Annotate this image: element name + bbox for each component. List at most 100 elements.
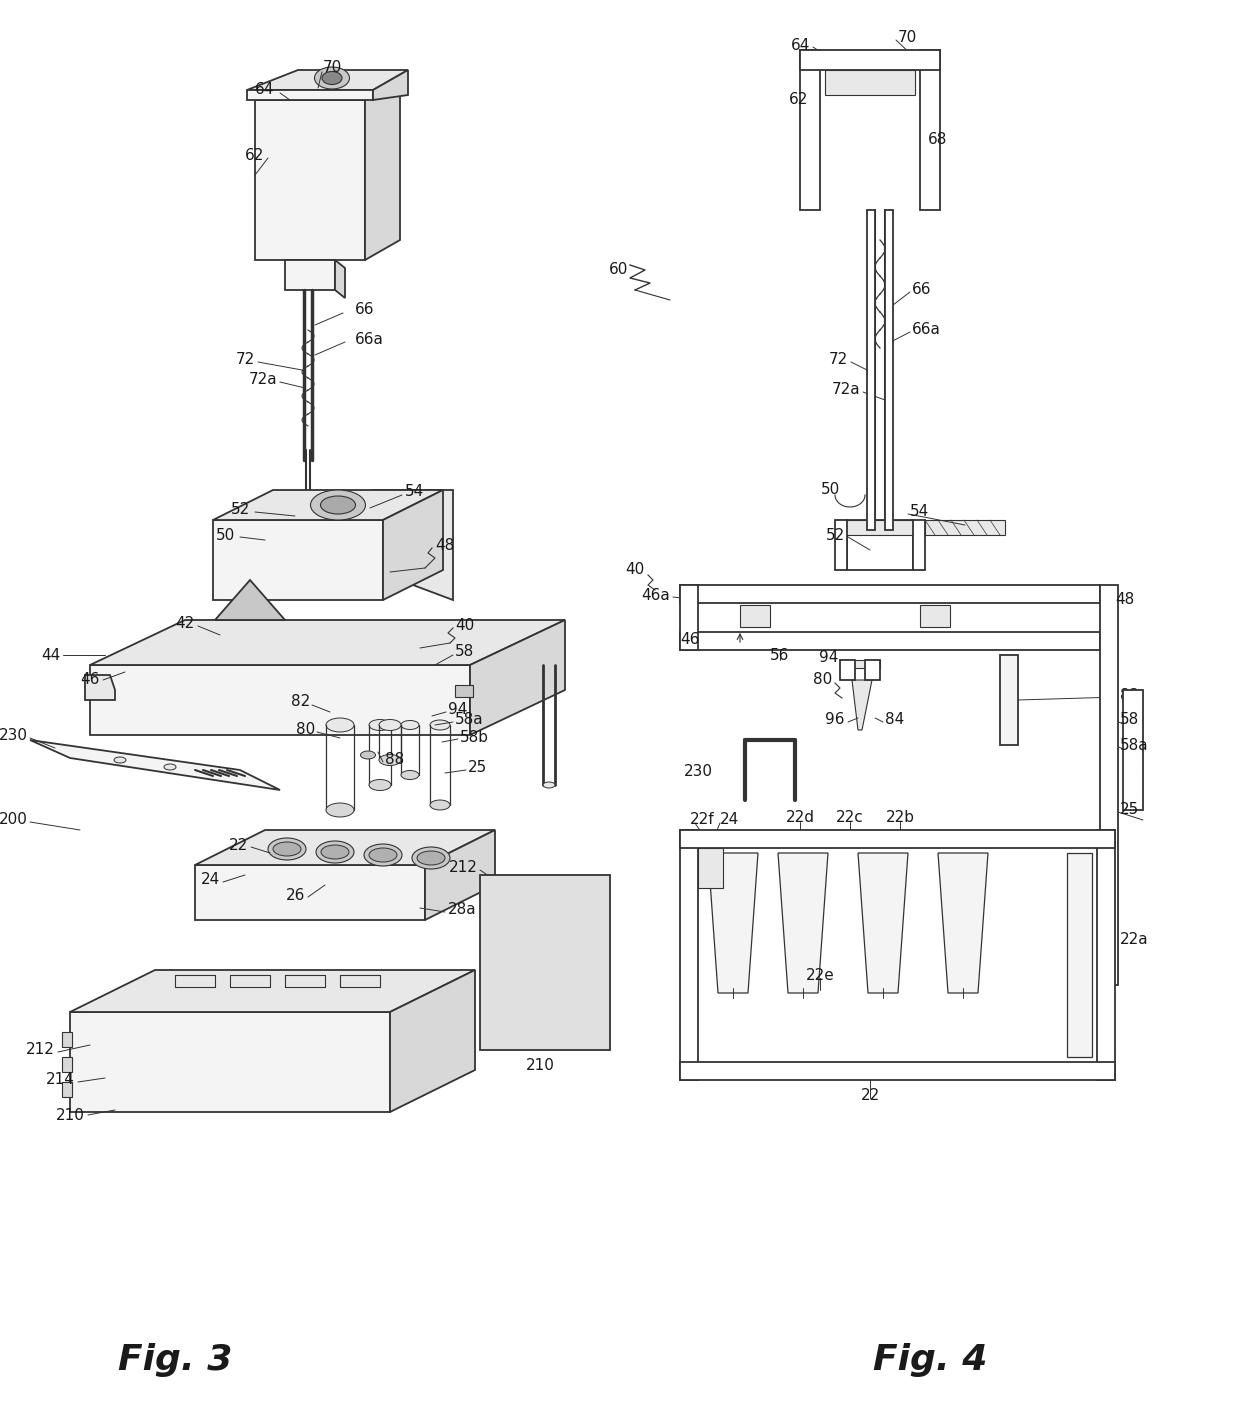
Text: 22f: 22f	[689, 812, 714, 828]
Text: 60: 60	[609, 262, 627, 278]
Text: 58: 58	[455, 644, 474, 660]
Text: 46: 46	[81, 673, 100, 688]
Bar	[698, 847, 1097, 1062]
Ellipse shape	[164, 764, 176, 770]
Text: 50: 50	[821, 482, 839, 498]
Ellipse shape	[320, 496, 356, 515]
Ellipse shape	[379, 754, 401, 766]
Ellipse shape	[310, 491, 366, 520]
Text: 52: 52	[826, 527, 844, 543]
Polygon shape	[86, 675, 115, 699]
Ellipse shape	[316, 840, 353, 863]
Ellipse shape	[401, 721, 419, 729]
Polygon shape	[255, 80, 401, 100]
Bar	[680, 585, 698, 650]
Text: 22c: 22c	[836, 811, 864, 825]
Text: 214: 214	[46, 1073, 74, 1087]
Text: 54: 54	[405, 485, 424, 499]
Bar	[1100, 585, 1118, 986]
Text: 230: 230	[683, 764, 713, 780]
Ellipse shape	[315, 68, 350, 89]
Ellipse shape	[322, 72, 342, 85]
Text: 82: 82	[290, 695, 310, 709]
Polygon shape	[373, 70, 408, 100]
Bar	[835, 520, 847, 570]
Text: 44: 44	[41, 647, 60, 663]
Polygon shape	[247, 90, 373, 100]
Text: 82: 82	[1120, 688, 1140, 702]
Ellipse shape	[430, 799, 450, 809]
Text: 26: 26	[285, 887, 305, 902]
Polygon shape	[213, 520, 383, 601]
Text: 64: 64	[791, 38, 810, 52]
Ellipse shape	[321, 845, 348, 859]
Text: 200: 200	[0, 812, 29, 828]
Text: 66a: 66a	[355, 333, 384, 347]
Text: 58a: 58a	[455, 712, 484, 728]
Ellipse shape	[370, 719, 391, 730]
Text: 230: 230	[0, 728, 29, 743]
Polygon shape	[69, 970, 475, 1012]
Text: 25: 25	[1120, 802, 1140, 818]
Text: 66: 66	[911, 282, 931, 298]
Bar	[680, 632, 1100, 650]
Bar	[680, 1062, 1115, 1080]
Ellipse shape	[365, 845, 402, 866]
Text: 66: 66	[355, 303, 374, 317]
Polygon shape	[195, 864, 425, 919]
Polygon shape	[195, 830, 495, 864]
Bar	[825, 70, 915, 94]
Text: 72a: 72a	[831, 382, 861, 398]
Polygon shape	[858, 853, 908, 993]
Text: 88: 88	[384, 753, 404, 767]
Text: 56: 56	[770, 647, 790, 663]
Text: 96: 96	[826, 712, 844, 728]
Text: 22a: 22a	[1120, 932, 1148, 948]
Text: 72: 72	[236, 352, 255, 368]
Polygon shape	[91, 620, 565, 666]
Ellipse shape	[370, 847, 397, 862]
Text: 58a: 58a	[1120, 737, 1148, 753]
Text: 25: 25	[467, 760, 487, 776]
Bar	[847, 520, 913, 570]
Polygon shape	[69, 1012, 391, 1112]
Polygon shape	[255, 100, 365, 259]
Text: 68: 68	[928, 133, 947, 148]
Text: 210: 210	[526, 1058, 554, 1073]
Ellipse shape	[379, 719, 401, 730]
Bar	[835, 520, 925, 534]
Bar	[839, 660, 856, 680]
Ellipse shape	[543, 783, 556, 788]
Polygon shape	[391, 970, 475, 1112]
Polygon shape	[777, 853, 828, 993]
Text: 80: 80	[812, 673, 832, 688]
Bar	[1123, 689, 1143, 809]
Bar	[913, 520, 925, 570]
Text: 40: 40	[626, 563, 645, 578]
Text: 28a: 28a	[448, 902, 476, 918]
Bar	[680, 830, 1115, 847]
Bar	[800, 49, 940, 70]
Bar	[885, 210, 893, 530]
Ellipse shape	[273, 842, 301, 856]
Ellipse shape	[401, 770, 419, 780]
Bar	[866, 660, 880, 680]
Polygon shape	[247, 70, 408, 90]
Text: 52: 52	[231, 502, 250, 517]
Bar	[740, 605, 770, 627]
Text: 40: 40	[455, 618, 474, 633]
Text: 72a: 72a	[248, 372, 277, 388]
Text: Fig. 4: Fig. 4	[873, 1342, 987, 1378]
Text: 58: 58	[1120, 712, 1140, 728]
Bar	[62, 1058, 72, 1072]
Polygon shape	[285, 259, 335, 290]
Bar	[62, 1081, 72, 1097]
Text: 22d: 22d	[785, 811, 815, 825]
Polygon shape	[937, 853, 988, 993]
Ellipse shape	[114, 757, 126, 763]
Text: 84: 84	[885, 712, 904, 728]
Text: 22b: 22b	[885, 811, 915, 825]
Bar	[1066, 853, 1092, 1058]
Polygon shape	[383, 491, 443, 601]
Text: 48: 48	[1115, 592, 1135, 608]
